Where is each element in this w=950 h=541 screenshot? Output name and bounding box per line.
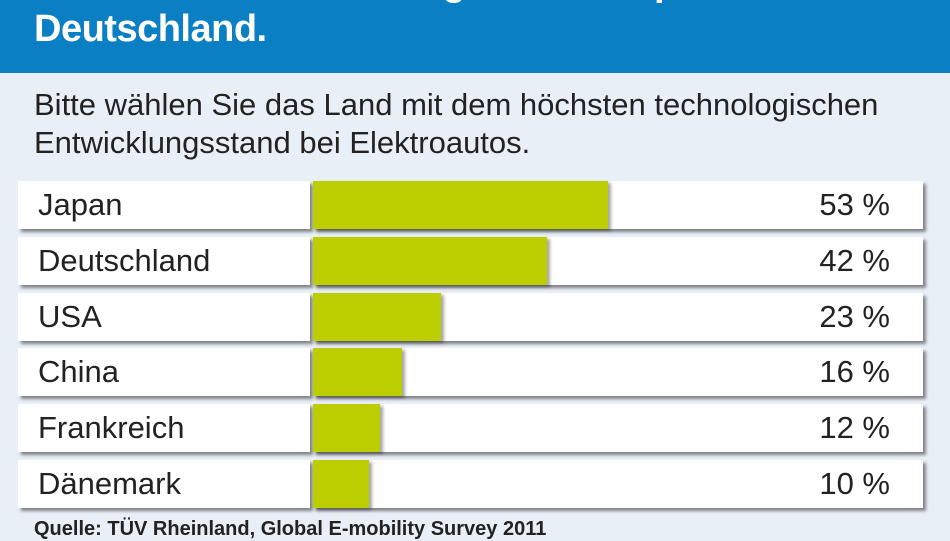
bar-track: 16 % (313, 348, 923, 397)
category-label: Japan (38, 187, 123, 222)
bar-row: Japan 53 % (18, 181, 923, 229)
bar (313, 460, 369, 508)
bar-row: Frankreich 12 % (18, 404, 923, 453)
chart-title: Elektroautos: Technologieführer Japan un… (34, 0, 799, 50)
value-label: 23 % (819, 298, 890, 334)
category-box: China (18, 348, 310, 397)
bar-row: Deutschland 42 % (18, 236, 923, 285)
value-label: 16 % (819, 354, 890, 390)
category-box: Dänemark (18, 460, 310, 508)
title-banner: Elektroautos: Technologieführer Japan un… (0, 0, 950, 73)
bar (313, 181, 609, 229)
bar-row: China 16 % (18, 348, 923, 397)
category-label: Dänemark (38, 466, 181, 501)
value-label: 53 % (819, 187, 890, 222)
source-note: Quelle: TÜV Rheinland, Global E-mobility… (34, 518, 547, 540)
category-box: USA (18, 292, 310, 341)
bar-track: 53 % (313, 181, 923, 229)
value-label: 12 % (819, 410, 890, 446)
category-label: Deutschland (38, 242, 211, 278)
bar-track: 10 % (313, 460, 923, 508)
bar-track: 23 % (313, 292, 923, 341)
bar-track: 12 % (313, 404, 923, 453)
category-box: Frankreich (18, 404, 310, 453)
bar (313, 404, 380, 453)
category-box: Japan (18, 181, 310, 229)
bar-row: Dänemark 10 % (18, 460, 923, 508)
chart-subtitle: Bitte wählen Sie das Land mit dem höchst… (34, 87, 879, 160)
bar-track: 42 % (313, 236, 923, 285)
bar (313, 292, 442, 341)
value-label: 10 % (819, 466, 890, 501)
category-box: Deutschland (18, 236, 310, 285)
bar-row: USA 23 % (18, 292, 923, 341)
category-label: USA (38, 298, 102, 334)
bar (313, 236, 547, 285)
category-label: China (38, 354, 119, 390)
category-label: Frankreich (38, 410, 185, 446)
bar (313, 348, 403, 397)
value-label: 42 % (819, 242, 890, 278)
